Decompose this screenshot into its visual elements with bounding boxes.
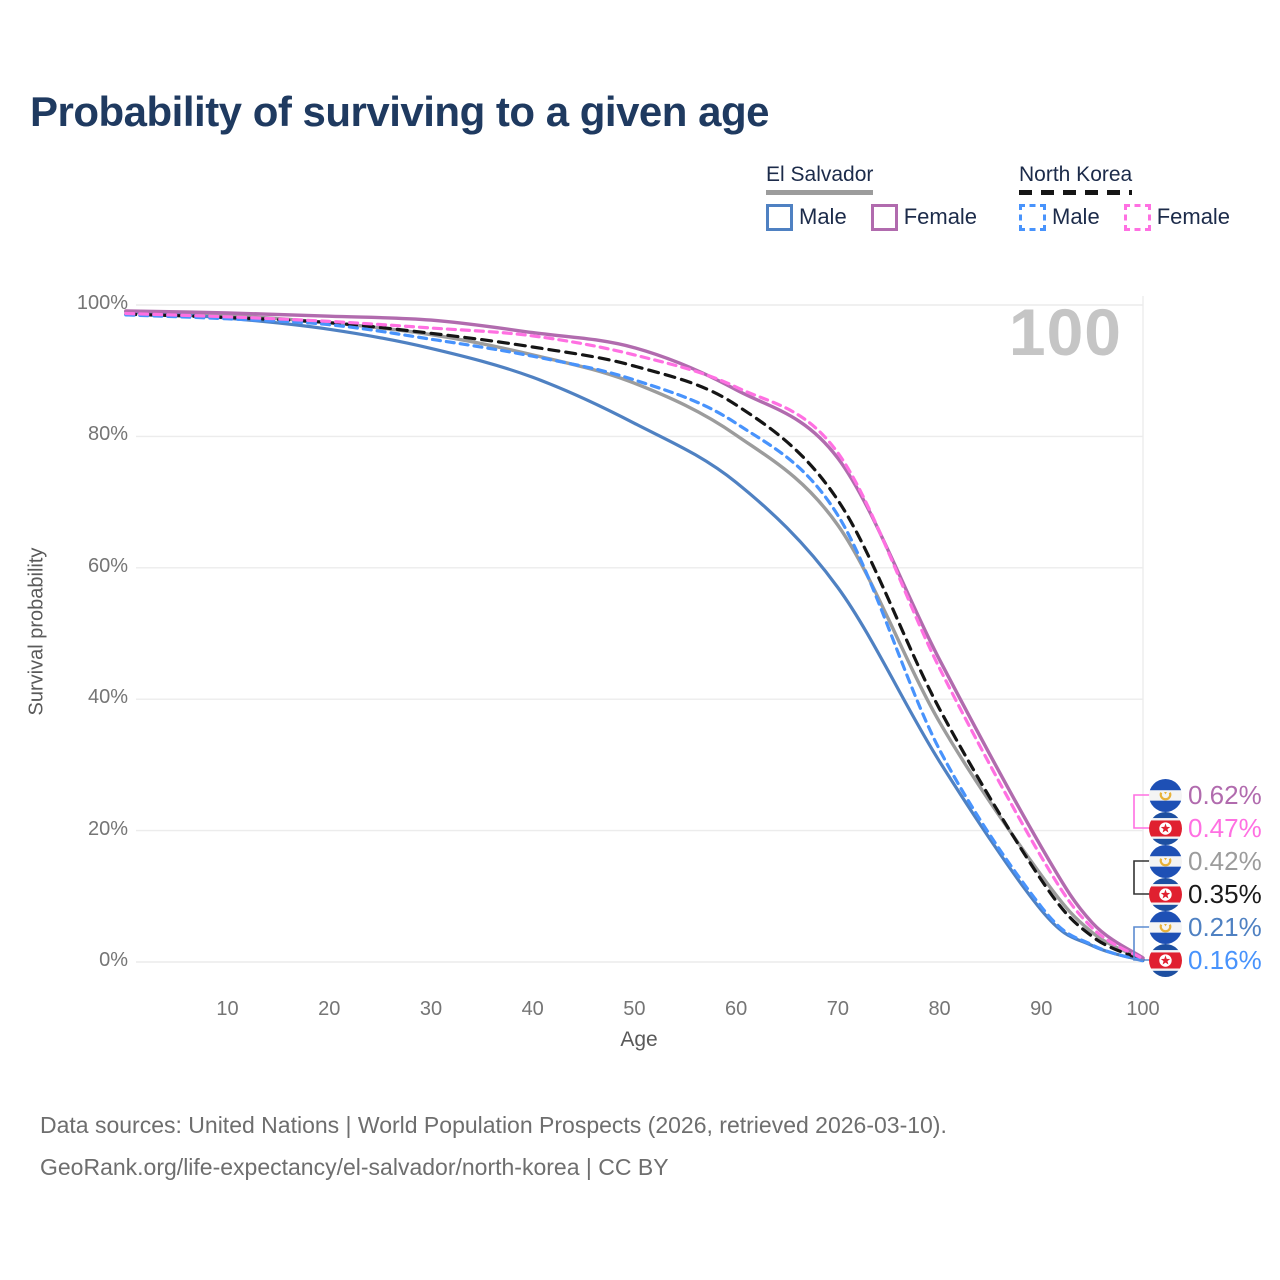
- y-tick-label: 40%: [87, 686, 128, 709]
- footer: Data sources: United Nations | World Pop…: [40, 1104, 947, 1188]
- series-line-el-salvador-female[interactable]: [124, 309, 1145, 960]
- x-tick-label: 60: [725, 998, 748, 1020]
- series-line-north-korea-female[interactable]: [124, 311, 1145, 961]
- end-label-el-salvador-both-sexes: 0.42%: [1149, 844, 1262, 878]
- combined-line-swatch-solid: [766, 190, 874, 195]
- x-tick-label: 40: [521, 998, 544, 1020]
- line-swatch: [766, 203, 793, 231]
- y-axis-title: Survival probability: [25, 547, 48, 716]
- y-tick-label: 60%: [87, 554, 128, 577]
- page-title: Probability of surviving to a given age: [30, 88, 769, 135]
- north-korea-flag-icon: [1149, 811, 1182, 845]
- north-korea-flag-icon: [1149, 943, 1182, 977]
- end-label-value: 0.62%: [1188, 779, 1262, 810]
- el-salvador-flag-icon: [1149, 844, 1182, 878]
- end-label-north-korea-male: 0.16%: [1149, 943, 1262, 977]
- legend-item-label: Male: [799, 204, 847, 229]
- north-korea-flag-icon: [1149, 811, 1182, 845]
- end-label-el-salvador-male: 0.21%: [1149, 910, 1262, 944]
- legend-item-el-salvador-female[interactable]: Female: [870, 203, 978, 231]
- el-salvador-flag-icon: [1149, 778, 1182, 812]
- end-label-bracket: [1133, 860, 1150, 895]
- end-label-value: 0.16%: [1188, 944, 1262, 975]
- end-label-value: 0.21%: [1188, 911, 1262, 942]
- line-swatch: [1123, 203, 1151, 231]
- end-label-el-salvador-female: 0.62%: [1149, 778, 1262, 812]
- legend-item-el-salvador-male[interactable]: Male: [766, 203, 847, 231]
- x-tick-label: 90: [1030, 998, 1053, 1020]
- y-tick-label: 80%: [87, 423, 128, 446]
- x-tick-label: 50: [623, 998, 646, 1020]
- legend-item-label: Female: [1156, 204, 1231, 229]
- el-salvador-flag-icon: [1149, 778, 1182, 812]
- end-label-bracket: [1133, 794, 1150, 829]
- source-url: GeoRank.org/life-expectancy/el-salvador/…: [40, 1154, 669, 1180]
- end-label-value: 0.42%: [1188, 845, 1262, 876]
- series-line-el-salvador-both-sexes[interactable]: [124, 309, 1145, 961]
- legend-item-label: Male: [1052, 204, 1100, 229]
- end-label-value: 0.47%: [1188, 812, 1262, 843]
- legend-item-north-korea-female[interactable]: Female: [1123, 203, 1231, 231]
- x-tick-label: 10: [216, 998, 239, 1020]
- combined-line-swatch-dashed: [1019, 190, 1133, 195]
- end-label-north-korea-both-sexes: 0.35%: [1149, 877, 1262, 911]
- y-tick-label: 0%: [99, 949, 128, 971]
- series-line-north-korea-male[interactable]: [124, 313, 1145, 963]
- series-line-north-korea-both-sexes[interactable]: [124, 312, 1145, 962]
- y-tick-label: 100%: [76, 292, 128, 314]
- el-salvador-flag-icon: [1149, 844, 1182, 878]
- north-korea-flag-icon: [1149, 877, 1182, 911]
- x-axis-title: Age: [620, 1028, 658, 1051]
- end-label-bracket: [1133, 926, 1150, 961]
- end-label-value: 0.35%: [1188, 878, 1262, 909]
- x-tick-label: 100: [1126, 998, 1160, 1020]
- series-line-el-salvador-male[interactable]: [124, 310, 1145, 963]
- north-korea-flag-icon: [1149, 943, 1182, 977]
- x-tick-label: 30: [419, 998, 443, 1020]
- legend-item-north-korea-male[interactable]: Male: [1019, 203, 1100, 231]
- x-tick-label: 80: [928, 998, 951, 1020]
- north-korea-flag-icon: [1149, 877, 1182, 911]
- end-label-north-korea-female: 0.47%: [1149, 811, 1262, 845]
- legend-group-title: El Salvador: [766, 163, 874, 186]
- legend-item-label: Female: [903, 204, 978, 229]
- y-tick-label: 20%: [87, 817, 128, 840]
- x-tick-label: 20: [318, 998, 341, 1020]
- x-tick-label: 70: [826, 998, 849, 1020]
- el-salvador-flag-icon: [1149, 910, 1182, 944]
- line-swatch: [870, 203, 898, 231]
- data-source-note: Data sources: United Nations | World Pop…: [40, 1112, 947, 1138]
- el-salvador-flag-icon: [1149, 910, 1182, 944]
- legend-group-title: North Korea: [1019, 163, 1133, 186]
- legend-group-north-korea: North Korea Male Female: [1019, 163, 1230, 231]
- age-frame-watermark: 100: [1008, 295, 1122, 369]
- legend-group-el-salvador: El Salvador Male Female: [766, 163, 977, 231]
- line-swatch: [1019, 203, 1046, 231]
